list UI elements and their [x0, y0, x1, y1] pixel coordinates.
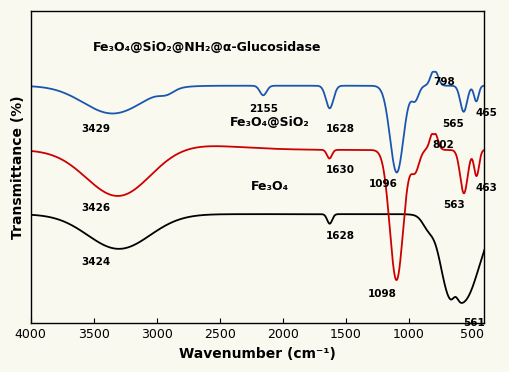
Text: 565: 565: [442, 119, 463, 129]
Text: 3424: 3424: [81, 257, 110, 267]
Text: 2155: 2155: [248, 104, 277, 114]
Text: 1628: 1628: [325, 124, 354, 134]
Text: 1098: 1098: [367, 289, 397, 299]
Text: Fe₃O₄@SiO₂: Fe₃O₄@SiO₂: [230, 116, 309, 129]
Text: 3426: 3426: [81, 203, 110, 213]
Y-axis label: Transmittance (%): Transmittance (%): [11, 96, 25, 239]
Text: 563: 563: [442, 200, 464, 210]
Text: 3429: 3429: [81, 124, 110, 134]
Text: 1096: 1096: [368, 179, 397, 189]
Text: 465: 465: [475, 108, 497, 118]
Text: 802: 802: [432, 140, 454, 150]
X-axis label: Wavenumber (cm⁻¹): Wavenumber (cm⁻¹): [179, 347, 335, 361]
Text: 1628: 1628: [325, 231, 354, 241]
Text: 1630: 1630: [325, 166, 354, 176]
Text: 463: 463: [475, 183, 497, 193]
Text: 561: 561: [463, 318, 485, 328]
Text: 798: 798: [432, 77, 454, 87]
Text: Fe₃O₄@SiO₂@NH₂@α-Glucosidase: Fe₃O₄@SiO₂@NH₂@α-Glucosidase: [93, 42, 321, 54]
Text: Fe₃O₄: Fe₃O₄: [250, 180, 289, 193]
